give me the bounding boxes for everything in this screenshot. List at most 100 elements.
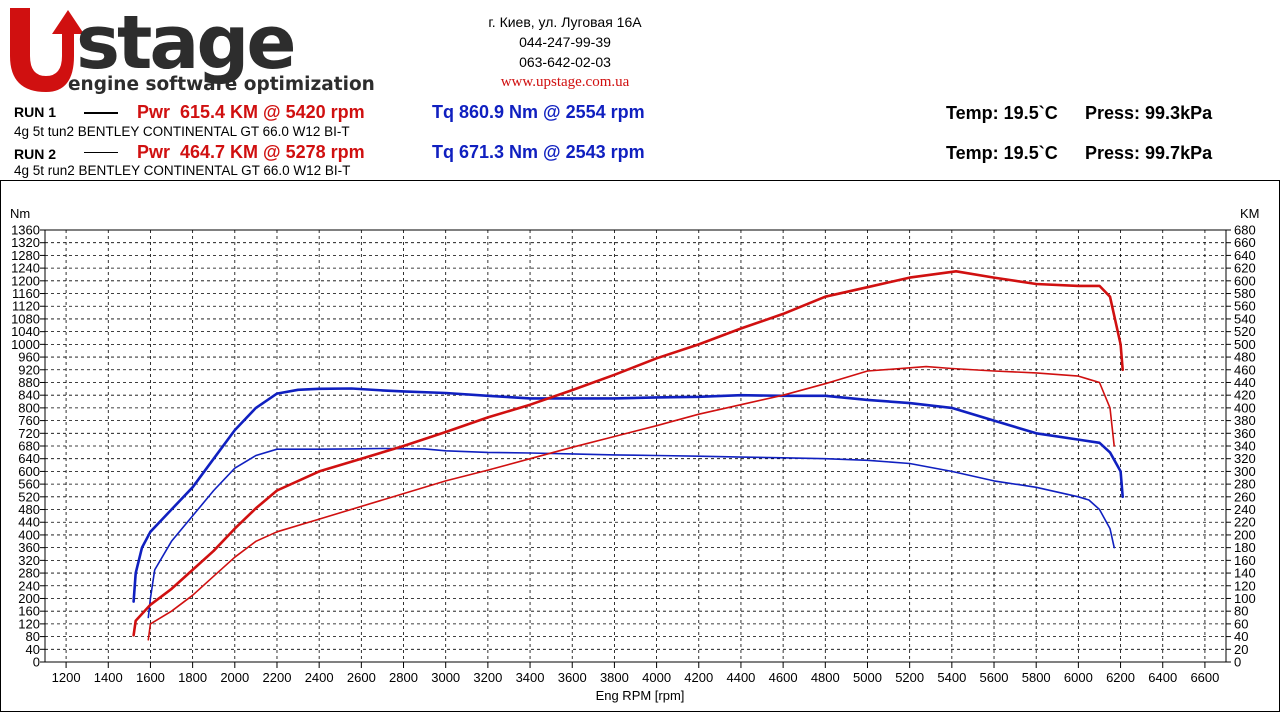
y-tick-label: 160 (18, 604, 40, 619)
x-tick-label: 3400 (516, 670, 545, 685)
address: г. Киев, ул. Луговая 16А (488, 14, 642, 30)
contact-block: г. Киев, ул. Луговая 16А 044-247-99-39 0… (440, 12, 690, 92)
run2-temp: Temp: 19.5`C (946, 143, 1058, 163)
y-tick-label: 0 (33, 655, 40, 670)
x-tick-label: 2000 (220, 670, 249, 685)
y-tick-label: 240 (18, 578, 40, 593)
y-tick-label: 760 (18, 413, 40, 428)
y2-tick-label: 280 (1234, 477, 1256, 492)
x-tick-label: 5800 (1022, 670, 1051, 685)
x-tick-label: 3000 (431, 670, 460, 685)
phone-2: 063-642-02-03 (519, 54, 611, 70)
y2-tick-label: 0 (1234, 655, 1241, 670)
y2-tick-label: 680 (1234, 223, 1256, 238)
x-tick-label: 1400 (94, 670, 123, 685)
y-tick-label: 720 (18, 426, 40, 441)
x-tick-label: 1200 (52, 670, 81, 685)
y2-tick-label: 420 (1234, 388, 1256, 403)
y-tick-label: 1240 (11, 261, 40, 276)
y-tick-label: 1320 (11, 235, 40, 250)
y-tick-label: 1360 (11, 223, 40, 238)
x-tick-label: 6200 (1106, 670, 1135, 685)
x-tick-label: 6400 (1148, 670, 1177, 685)
y2-tick-label: 560 (1234, 299, 1256, 314)
x-tick-label: 3800 (600, 670, 629, 685)
logo-subtitle: engine software optimization (68, 74, 375, 95)
y2-tick-label: 540 (1234, 311, 1256, 326)
x-tick-label: 2600 (347, 670, 376, 685)
upstage-logo: stage engine software optimization (6, 4, 406, 96)
y2-tick-label: 40 (1234, 629, 1248, 644)
y-tick-label: 40 (26, 642, 40, 657)
y-axis-label: Nm (10, 206, 30, 221)
x-tick-label: 2200 (263, 670, 292, 685)
y-tick-label: 840 (18, 388, 40, 403)
y-tick-label: 360 (18, 540, 40, 555)
y2-tick-label: 100 (1234, 591, 1256, 606)
y2-tick-label: 580 (1234, 286, 1256, 301)
x-tick-label: 6000 (1064, 670, 1093, 685)
y-tick-label: 1280 (11, 248, 40, 263)
run1-press: Press: 99.3kPa (1085, 103, 1213, 123)
y-tick-label: 680 (18, 439, 40, 454)
run1-label: RUN 1 (14, 104, 57, 120)
y-tick-label: 1040 (11, 324, 40, 339)
y-tick-label: 640 (18, 451, 40, 466)
y2-tick-label: 120 (1234, 578, 1256, 593)
y-tick-label: 880 (18, 375, 40, 390)
y-tick-label: 800 (18, 400, 40, 415)
up-logo-icon (10, 8, 84, 92)
y-tick-label: 200 (18, 591, 40, 606)
y2-tick-label: 240 (1234, 502, 1256, 517)
y-tick-label: 600 (18, 464, 40, 479)
y-tick-label: 400 (18, 527, 40, 542)
x-tick-label: 3600 (558, 670, 587, 685)
y2-tick-label: 20 (1234, 642, 1248, 657)
x-tick-label: 1600 (136, 670, 165, 685)
y2-tick-label: 300 (1234, 464, 1256, 479)
y2-tick-label: 200 (1234, 527, 1256, 542)
y2-tick-label: 220 (1234, 515, 1256, 530)
y2-tick-label: 620 (1234, 261, 1256, 276)
series-line-1 (132, 387, 1124, 603)
series-line-3 (132, 270, 1124, 637)
run2-press: Press: 99.7kPa (1085, 143, 1213, 163)
y-tick-label: 280 (18, 566, 40, 581)
y-tick-label: 480 (18, 502, 40, 517)
y-tick-label: 1120 (12, 299, 40, 314)
logo-text: stage (76, 0, 297, 86)
x-tick-label: 5000 (853, 670, 882, 685)
y-tick-label: 80 (26, 629, 40, 644)
y2-tick-label: 600 (1234, 273, 1256, 288)
y-tick-label: 1160 (12, 286, 40, 301)
x-tick-label: 4000 (642, 670, 671, 685)
y-tick-label: 120 (18, 616, 40, 631)
x-tick-label: 4400 (726, 670, 755, 685)
y-tick-label: 440 (18, 515, 40, 530)
x-tick-label: 4600 (769, 670, 798, 685)
y2-tick-label: 140 (1234, 566, 1256, 581)
run2-line-sample (84, 152, 118, 153)
run1-car: 4g 5t tun2 BENTLEY CONTINENTAL GT 66.0 W… (14, 124, 350, 139)
x-tick-label: 5400 (937, 670, 966, 685)
run2-power: Pwr 464.7 KM @ 5278 rpm (137, 142, 365, 162)
run2-label: RUN 2 (14, 146, 57, 162)
website-link[interactable]: www.upstage.com.ua (500, 74, 630, 90)
x-tick-label: 5200 (895, 670, 924, 685)
y2-tick-label: 480 (1234, 350, 1256, 365)
y2-tick-label: 460 (1234, 362, 1256, 377)
phone-1: 044-247-99-39 (519, 34, 611, 50)
series-line-4 (147, 365, 1115, 641)
y-tick-label: 960 (18, 350, 40, 365)
x-tick-label: 2400 (305, 670, 334, 685)
y2-tick-label: 320 (1234, 451, 1256, 466)
run1-torque: Tq 860.9 Nm @ 2554 rpm (432, 102, 645, 122)
y2-tick-label: 60 (1234, 616, 1248, 631)
y2-tick-label: 380 (1234, 413, 1256, 428)
y2-axis-label: KM (1240, 206, 1260, 221)
y2-tick-label: 440 (1234, 375, 1256, 390)
y-tick-label: 520 (18, 489, 40, 504)
logo-u-shape (10, 8, 84, 92)
x-axis-label: Eng RPM [rpm] (596, 688, 685, 703)
